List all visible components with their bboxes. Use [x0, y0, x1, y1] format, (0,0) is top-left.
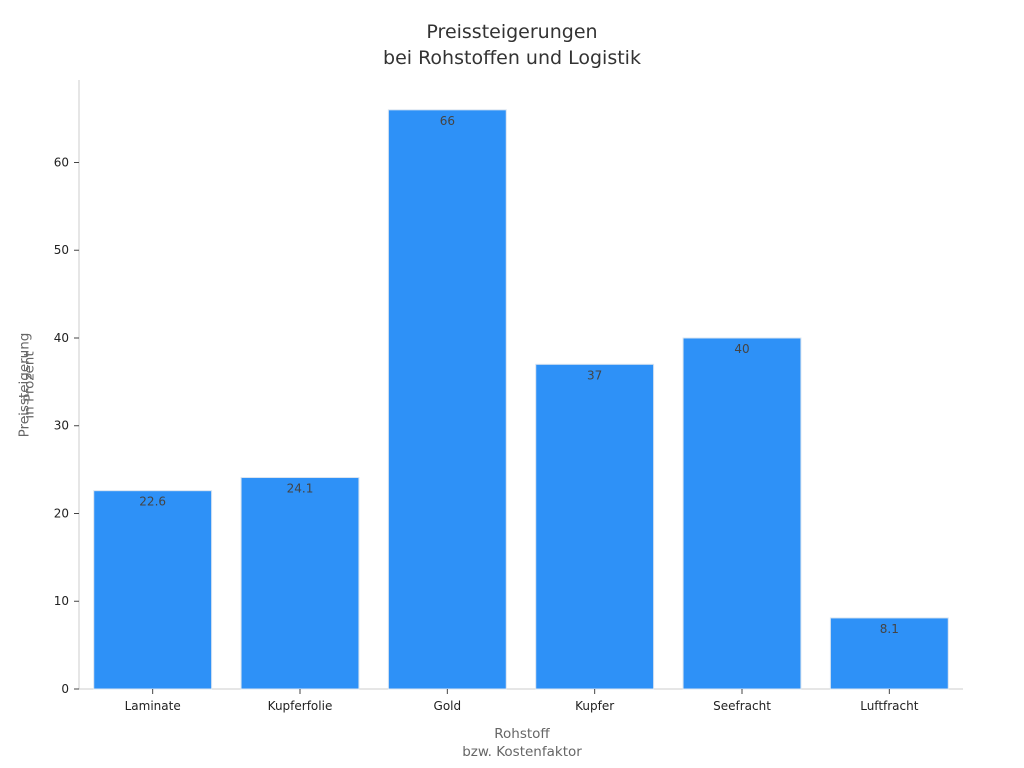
- y-tick-label: 0: [61, 682, 69, 696]
- chart-title-line-2: bei Rohstoffen und Logistik: [383, 47, 641, 69]
- x-tick-label: Kupfer: [575, 699, 614, 713]
- bar-kupferfolie: [240, 477, 360, 690]
- y-tick-label: 50: [54, 243, 69, 257]
- bar-seefracht: [682, 337, 802, 690]
- x-axis-title-line-1: Rohstoff: [494, 726, 550, 742]
- x-axis-title-line-2: bzw. Kostenfaktor: [462, 744, 582, 760]
- y-axis-title-line-2: in Prozent: [21, 351, 38, 419]
- x-tick-label: Luftfracht: [860, 699, 919, 713]
- bar-gold: [387, 109, 507, 690]
- y-tick-label: 20: [54, 506, 69, 520]
- bar-value-label: 40: [734, 342, 749, 356]
- y-tick-label: 10: [54, 594, 69, 608]
- bar-laminate: [93, 490, 213, 690]
- bar-luftfracht: [829, 617, 949, 690]
- bar-value-label: 8.1: [880, 622, 899, 636]
- bar-value-label: 37: [587, 368, 602, 382]
- chart-title-line-1: Preissteigerungen: [426, 21, 598, 43]
- bar-value-label: 66: [440, 114, 455, 128]
- y-tick-label: 60: [54, 155, 69, 169]
- bar-kupfer: [535, 363, 655, 690]
- bar-value-label: 24.1: [287, 482, 314, 496]
- x-tick-label: Gold: [434, 699, 462, 713]
- y-axis-title: Preissteigerung in Prozent: [0, 300, 40, 470]
- x-tick-label: Kupferfolie: [268, 699, 333, 713]
- x-tick-label: Seefracht: [713, 699, 771, 713]
- y-tick-label: 30: [54, 419, 69, 433]
- y-tick-label: 40: [54, 331, 69, 345]
- bar-value-label: 22.6: [139, 495, 166, 509]
- x-tick-label: Laminate: [125, 699, 181, 713]
